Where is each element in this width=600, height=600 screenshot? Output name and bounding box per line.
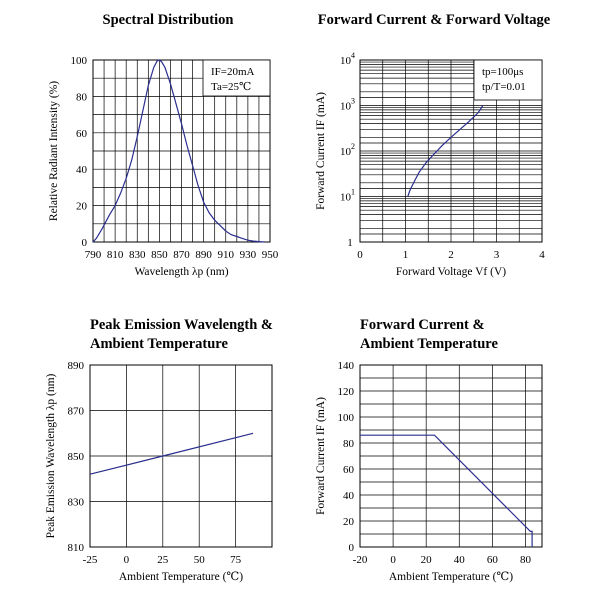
chart-spectral: Spectral Distribution IF=20mA Ta=25℃ 790 810… [48,12,279,278]
chart-title: Forward Current & [360,317,485,333]
x-axis-label: Ambient Temperature (℃) [389,571,513,583]
y-tick-label: 60 [76,128,88,140]
y-tick-label: 80 [343,438,355,450]
x-tick-label: 25 [157,554,169,566]
plot-frame [92,59,271,243]
annotation-text: tp/T=0.01 [482,81,526,93]
y-tick-label: 140 [338,360,355,372]
x-tick-label: 1 [403,249,409,261]
series-line [92,59,265,243]
grid-lines [360,365,542,547]
y-tick-label: 0 [349,542,355,554]
y-tick-label: 20 [343,516,355,528]
y-tick-label: 100 [338,412,355,424]
y-tick-label: 101 [340,188,355,204]
x-tick-label: 870 [173,249,190,261]
chart-title: Peak Emission Wavelength & [90,317,273,333]
x-tick-label: 0 [357,249,363,261]
series-line [407,105,484,197]
series-line [89,432,254,475]
y-tick-label: 0 [82,237,88,249]
x-tick-label: 4 [539,249,545,261]
x-tick-label: -25 [83,554,98,566]
y-tick-label: 120 [338,386,355,398]
x-tick-label: 75 [230,554,242,566]
x-tick-label: 810 [107,249,124,261]
y-tick-label: 40 [343,490,355,502]
series-line [360,434,533,547]
y-tick-label: 870 [68,406,85,418]
annotation-box [473,59,543,101]
x-tick-label: 850 [151,249,168,261]
y-axis-label: Forward Current IF (mA) [315,92,327,210]
x-tick-label: 0 [390,554,396,566]
y-tick-label: 40 [76,164,88,176]
y-axis-label: Forward Current IF (mA) [315,397,327,515]
y-tick-label: 102 [340,142,355,158]
chart-title: Forward Current & Forward Voltage [318,12,551,28]
x-axis-label: Ambient Temperature (℃) [119,571,243,583]
y-tick-label: 104 [340,51,355,67]
annotation-box [202,59,271,97]
x-tick-label: 890 [195,249,212,261]
y-tick-label: 103 [340,97,355,113]
y-tick-label: 60 [343,464,355,476]
x-tick-label: 60 [487,554,499,566]
chart-if-temp: Forward Current &Ambient Temperature-20 0… [315,317,543,583]
y-tick-label: 890 [68,360,85,372]
chart-peak-temp: Peak Emission Wavelength & Ambient Temper… [45,317,273,583]
x-tick-label: 830 [129,249,146,261]
x-tick-label: 910 [218,249,235,261]
x-tick-label: 2 [448,249,454,261]
plot-frame [359,59,543,243]
x-tick-label: 20 [421,554,433,566]
plot-frame [359,364,543,548]
x-tick-label: 80 [520,554,532,566]
x-axis-label: Wavelength λp (nm) [134,266,228,278]
x-tick-label: 3 [494,249,500,261]
x-tick-label: 40 [454,554,466,566]
x-axis-label: Forward Voltage Vf (V) [396,266,506,278]
x-tick-label: 50 [194,554,206,566]
x-tick-label: 950 [262,249,279,261]
annotation-text: Ta=25℃ [211,81,251,93]
chart-title: Spectral Distribution [103,12,234,28]
grid-lines [90,365,272,547]
plot-frame [89,364,273,548]
y-tick-label: 850 [68,451,85,463]
chart-if-vf: Forward Current & Forward Voltage tp=100μ… [315,12,551,278]
y-tick-label: 810 [68,542,85,554]
x-tick-label: -20 [353,554,368,566]
x-tick-label: 930 [240,249,257,261]
annotation-text: IF=20mA [211,66,255,78]
y-axis-label: Relative Radiant Intensity (%) [48,81,60,221]
x-tick-label: 0 [124,554,130,566]
chart-title: Ambient Temperature [360,336,498,352]
y-tick-label: 20 [76,201,88,213]
x-tick-label: 790 [85,249,102,261]
annotation-text: tp=100μs [482,66,523,78]
y-tick-label: 1 [347,237,353,249]
y-tick-label: 830 [68,497,85,509]
y-axis-label: Peak Emission Wavelength λp (nm) [45,373,57,538]
chart-title: Ambient Temperature [90,336,228,352]
y-tick-label: 80 [76,91,88,103]
y-tick-label: 100 [71,55,88,67]
